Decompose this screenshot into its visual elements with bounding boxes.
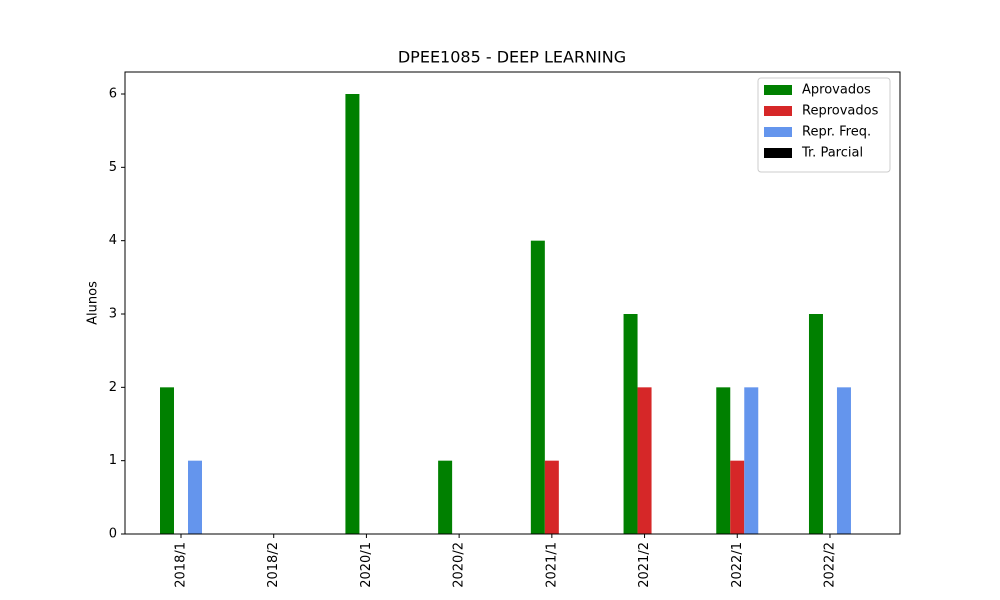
y-tick-label: 2 — [109, 380, 117, 395]
x-tick-label: 2020/1 — [359, 542, 374, 588]
bar — [530, 240, 545, 534]
chart-title: DPEE1085 - DEEP LEARNING — [398, 48, 626, 67]
legend-label: Reprovados — [802, 104, 879, 119]
legend-label: Aprovados — [802, 83, 871, 98]
legend-swatch — [764, 106, 792, 116]
bar — [544, 460, 559, 534]
x-tick-label: 2022/2 — [822, 542, 837, 588]
x-tick-label: 2018/1 — [174, 542, 189, 588]
bar — [623, 314, 638, 534]
bar — [345, 94, 360, 534]
legend-swatch — [764, 127, 792, 137]
y-tick-label: 5 — [109, 160, 117, 175]
y-tick-label: 3 — [109, 307, 117, 322]
bar — [637, 387, 652, 534]
x-tick-label: 2022/1 — [730, 542, 745, 588]
legend-swatch — [764, 85, 792, 95]
bar — [808, 314, 823, 534]
y-tick-label: 4 — [109, 233, 117, 248]
legend: Aprovados Reprovados Repr. Freq. Tr. Parcia… — [757, 77, 891, 173]
legend-label: Tr. Parcial — [801, 146, 863, 161]
bar — [730, 460, 745, 534]
bar — [438, 460, 453, 534]
bar — [188, 460, 202, 534]
y-tick-label: 1 — [109, 453, 117, 468]
legend-swatch — [764, 148, 792, 158]
x-tick-label: 2021/1 — [544, 542, 559, 588]
bar — [716, 387, 731, 534]
bar — [836, 387, 851, 534]
y-tick-label: 0 — [109, 527, 117, 542]
x-tick-label: 2021/2 — [637, 542, 652, 588]
bar — [160, 387, 174, 534]
plot-frame — [124, 71, 901, 535]
x-tick-label: 2020/2 — [452, 542, 467, 588]
bar — [744, 387, 759, 534]
y-tick-label: 6 — [109, 87, 117, 102]
x-tick-label: 2018/2 — [266, 542, 281, 588]
y-axis-label: Alunos — [86, 281, 101, 325]
legend-label: Repr. Freq. — [802, 125, 871, 140]
